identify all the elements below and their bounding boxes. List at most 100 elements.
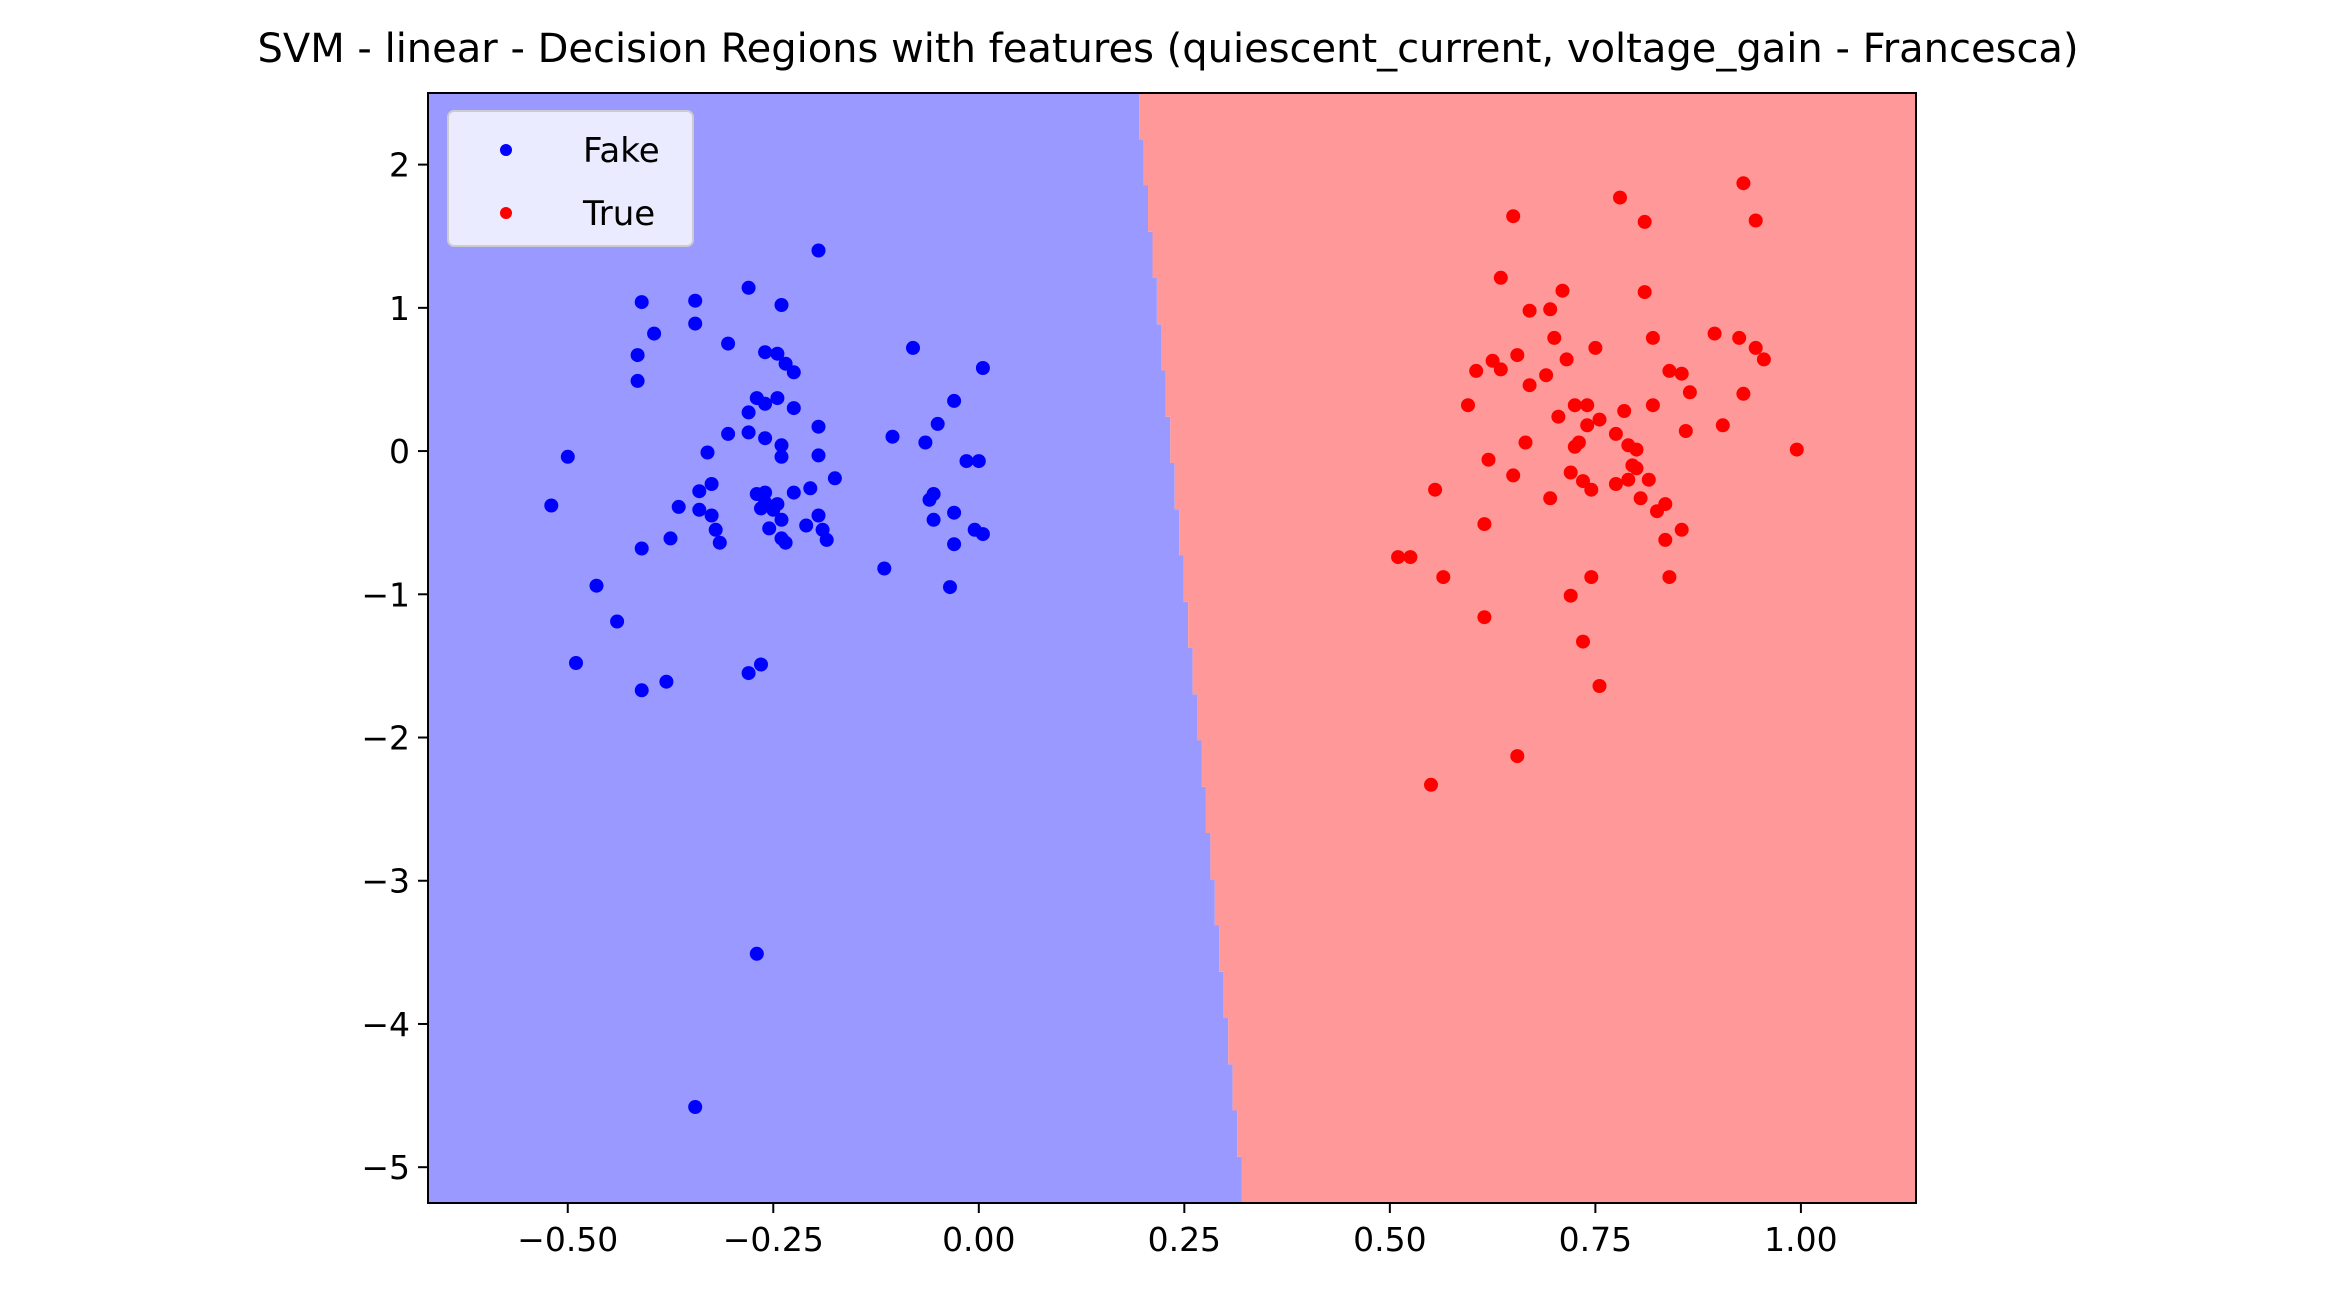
x-tick-label: 0.50: [1353, 1220, 1426, 1259]
data-point-fake: [700, 445, 715, 460]
data-point-true: [1510, 749, 1525, 764]
data-point-true: [1748, 213, 1763, 228]
data-point-true: [1674, 522, 1689, 537]
data-point-fake: [749, 946, 764, 961]
data-point-fake: [741, 280, 756, 295]
data-point-fake: [721, 426, 736, 441]
data-point-fake: [971, 454, 986, 469]
data-point-true: [1588, 340, 1603, 355]
legend-label-fake: Fake: [583, 131, 660, 171]
data-point-fake: [799, 518, 814, 533]
data-point-fake: [827, 471, 842, 486]
data-point-true: [1613, 190, 1627, 205]
data-point-true: [1563, 588, 1578, 603]
data-point-fake: [786, 401, 801, 416]
data-point-fake: [708, 522, 723, 537]
data-point-true: [1707, 326, 1722, 341]
data-point-true: [1645, 330, 1660, 345]
data-point-true: [1576, 474, 1590, 489]
data-point-fake: [671, 499, 686, 514]
data-point-fake: [975, 361, 990, 375]
data-point-fake: [959, 454, 974, 469]
data-point-true: [1543, 491, 1558, 506]
data-point-fake: [918, 435, 933, 450]
data-point-fake: [741, 405, 756, 420]
fake-decision-region: [428, 93, 1246, 1203]
data-point-fake: [688, 316, 703, 331]
data-point-true: [1477, 610, 1492, 625]
y-axis: 2 1 0 −1 −2 −3 −4 −5: [361, 146, 428, 1187]
legend-marker-fake: [500, 144, 512, 156]
data-point-fake: [688, 293, 703, 308]
plot-area: [427, 92, 1917, 1204]
data-point-fake: [758, 345, 773, 360]
data-point-fake: [704, 477, 719, 491]
data-point-fake: [589, 578, 604, 593]
data-point-fake: [877, 561, 892, 576]
data-point-true: [1674, 366, 1689, 381]
data-point-fake: [630, 373, 645, 388]
data-point-fake: [778, 535, 793, 550]
data-point-true: [1736, 386, 1751, 401]
data-point-true: [1436, 570, 1451, 585]
data-point-true: [1608, 426, 1623, 441]
data-point-fake: [947, 505, 962, 520]
true-decision-region: [1139, 93, 1916, 1203]
data-point-true: [1403, 550, 1418, 565]
data-point-true: [1592, 412, 1607, 427]
data-point-fake: [906, 340, 920, 355]
data-point-true: [1539, 368, 1554, 383]
data-point-fake: [803, 481, 818, 496]
data-point-fake: [947, 537, 962, 552]
data-point-fake: [774, 512, 789, 527]
x-tick-label: 0.00: [942, 1220, 1015, 1259]
data-point-fake: [770, 497, 785, 512]
data-point-true: [1658, 497, 1673, 512]
scatter-points: [544, 176, 1804, 1114]
legend: Fake True: [447, 110, 694, 247]
data-point-true: [1633, 491, 1648, 506]
data-point-true: [1732, 330, 1747, 345]
data-point-true: [1662, 570, 1677, 585]
data-point-true: [1424, 777, 1438, 792]
data-point-true: [1481, 452, 1496, 467]
data-point-true: [1518, 435, 1533, 450]
data-point-true: [1789, 442, 1804, 457]
data-point-fake: [774, 298, 789, 312]
data-point-true: [1522, 303, 1537, 318]
data-point-true: [1658, 532, 1673, 547]
data-point-fake: [688, 1100, 703, 1114]
data-point-true: [1608, 477, 1623, 491]
data-point-fake: [758, 396, 773, 411]
y-tick-label: −2: [361, 719, 410, 758]
legend-marker-true: [500, 207, 512, 219]
data-point-true: [1461, 398, 1475, 413]
data-point-fake: [758, 485, 773, 500]
data-point-fake: [692, 484, 707, 499]
data-point-fake: [786, 485, 801, 500]
data-point-fake: [721, 336, 736, 351]
data-point-fake: [811, 508, 826, 523]
data-point-fake: [692, 502, 707, 517]
data-point-true: [1555, 283, 1570, 298]
data-point-true: [1641, 472, 1656, 487]
data-point-true: [1510, 348, 1525, 363]
data-point-fake: [770, 346, 785, 361]
data-point-true: [1756, 352, 1771, 367]
data-point-true: [1592, 679, 1607, 693]
data-point-true: [1621, 472, 1636, 487]
data-point-true: [1580, 398, 1595, 413]
data-point-true: [1547, 330, 1562, 345]
data-point-fake: [569, 656, 583, 670]
data-point-fake: [926, 487, 941, 501]
data-point-true: [1629, 442, 1644, 457]
data-point-fake: [754, 657, 768, 672]
data-point-true: [1571, 435, 1586, 450]
data-point-fake: [762, 521, 777, 536]
x-tick-label: −0.25: [723, 1220, 824, 1259]
data-point-fake: [610, 614, 625, 629]
y-tick-label: −4: [361, 1005, 410, 1044]
y-tick-label: −1: [361, 575, 410, 614]
data-point-fake: [634, 295, 649, 310]
